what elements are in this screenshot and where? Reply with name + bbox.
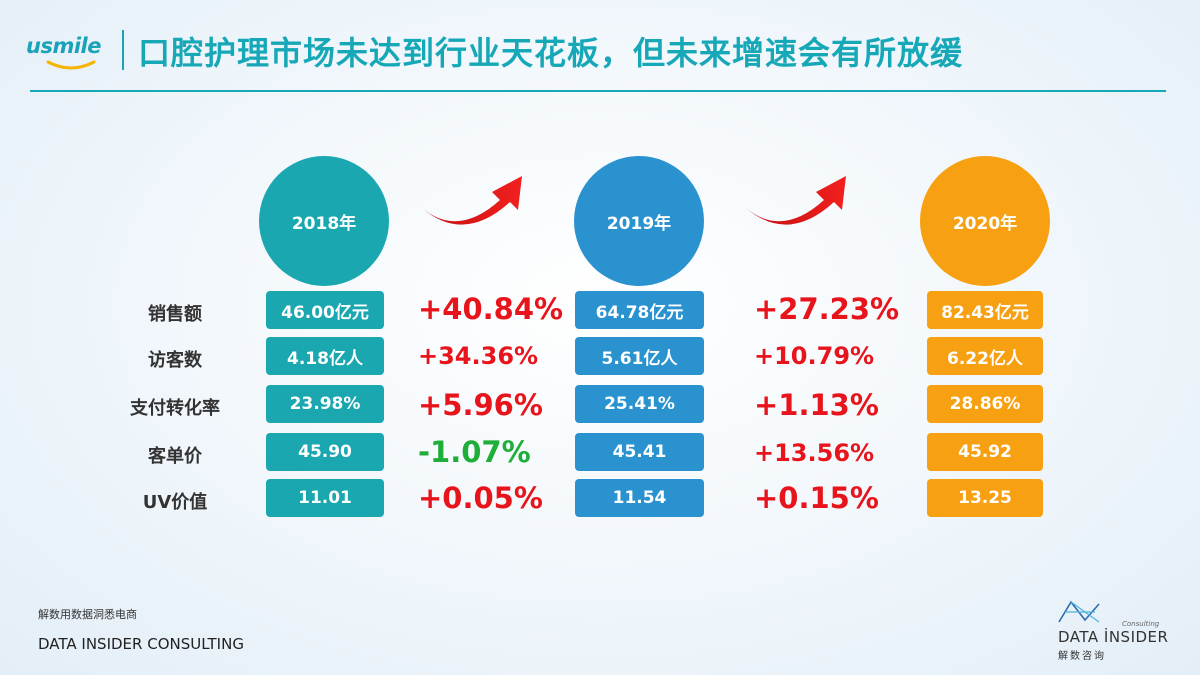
value-2019-conversion: 25.41% [575,385,704,423]
title-divider [122,30,124,70]
value-2018-avg-order: 45.90 [266,433,384,471]
smile-icon [46,60,96,70]
row-label-avg-order: 客单价 [148,446,202,467]
growth-2019-visitors: +34.36% [418,342,539,370]
brand-name-cn: 解数咨询 [1058,651,1106,662]
footer-company: DATA INSIDER CONSULTING [38,635,244,653]
page-title: 口腔护理市场未达到行业天花板，但未来增速会有所放缓 [138,34,964,72]
growth-2019-sales: +40.84% [418,292,564,326]
value-2018-uv-value: 11.01 [266,479,384,517]
value-2020-uv-value: 13.25 [927,479,1043,517]
brand-consulting: Consulting [1122,620,1160,628]
row-label-visitors: 访客数 [148,350,202,371]
growth-2020-conversion: +1.13% [754,388,879,422]
growth-arrow-icon [746,176,846,225]
value-2020-visitors: 6.22亿人 [927,337,1043,375]
growth-2020-visitors: +10.79% [754,342,875,370]
value-2019-uv-value: 11.54 [575,479,704,517]
value-2018-sales: 46.00亿元 [266,291,384,329]
value-2018-conversion: 23.98% [266,385,384,423]
value-2020-sales: 82.43亿元 [927,291,1043,329]
value-2020-conversion: 28.86% [927,385,1043,423]
growth-arrow-icon [422,176,522,225]
year-circle-2019: 2019年 [574,156,704,286]
year-circle-2018: 2018年 [259,156,389,286]
value-2019-avg-order: 45.41 [575,433,704,471]
row-label-conversion: 支付转化率 [130,398,220,419]
growth-2019-conversion: +5.96% [418,388,543,422]
usmile-logo: usmile [26,34,116,78]
growth-2019-uv-value: +0.05% [418,481,543,515]
logo-text: usmile [26,34,101,58]
brand-name: DATA İNSIDER [1058,628,1169,646]
footer-tagline: 解数用数据洞悉电商 [38,608,137,621]
value-2020-avg-order: 45.92 [927,433,1043,471]
row-label-uv-value: UV价值 [142,492,208,513]
growth-2019-avg-order: -1.07% [418,435,531,469]
growth-2020-sales: +27.23% [754,292,900,326]
growth-2020-avg-order: +13.56% [754,439,875,467]
growth-2020-uv-value: +0.15% [754,481,879,515]
value-2018-visitors: 4.18亿人 [266,337,384,375]
value-2019-sales: 64.78亿元 [575,291,704,329]
header-rule [30,90,1166,92]
value-2019-visitors: 5.61亿人 [575,337,704,375]
year-circle-2020: 2020年 [920,156,1050,286]
data-insider-logo-icon [1058,600,1100,623]
row-label-sales: 销售额 [148,304,202,325]
